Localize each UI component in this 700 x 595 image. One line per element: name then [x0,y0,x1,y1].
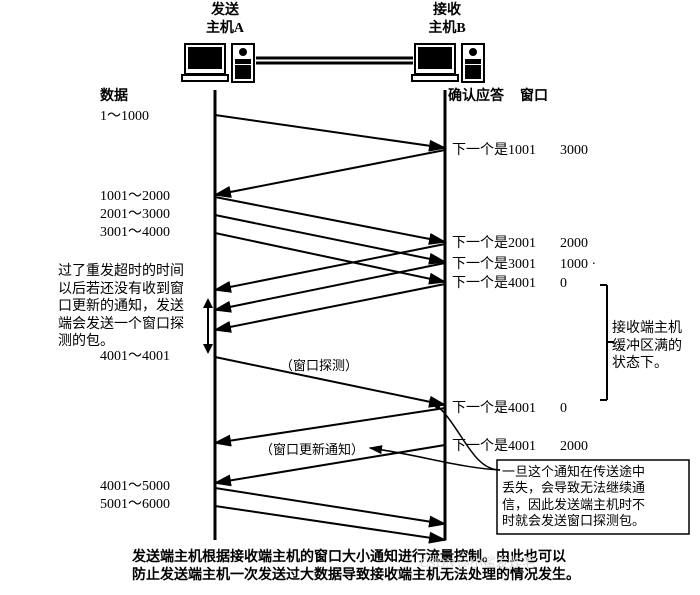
diagram-svg [0,0,700,595]
computer-a-icon [182,44,254,82]
computer-b-icon [412,44,484,82]
